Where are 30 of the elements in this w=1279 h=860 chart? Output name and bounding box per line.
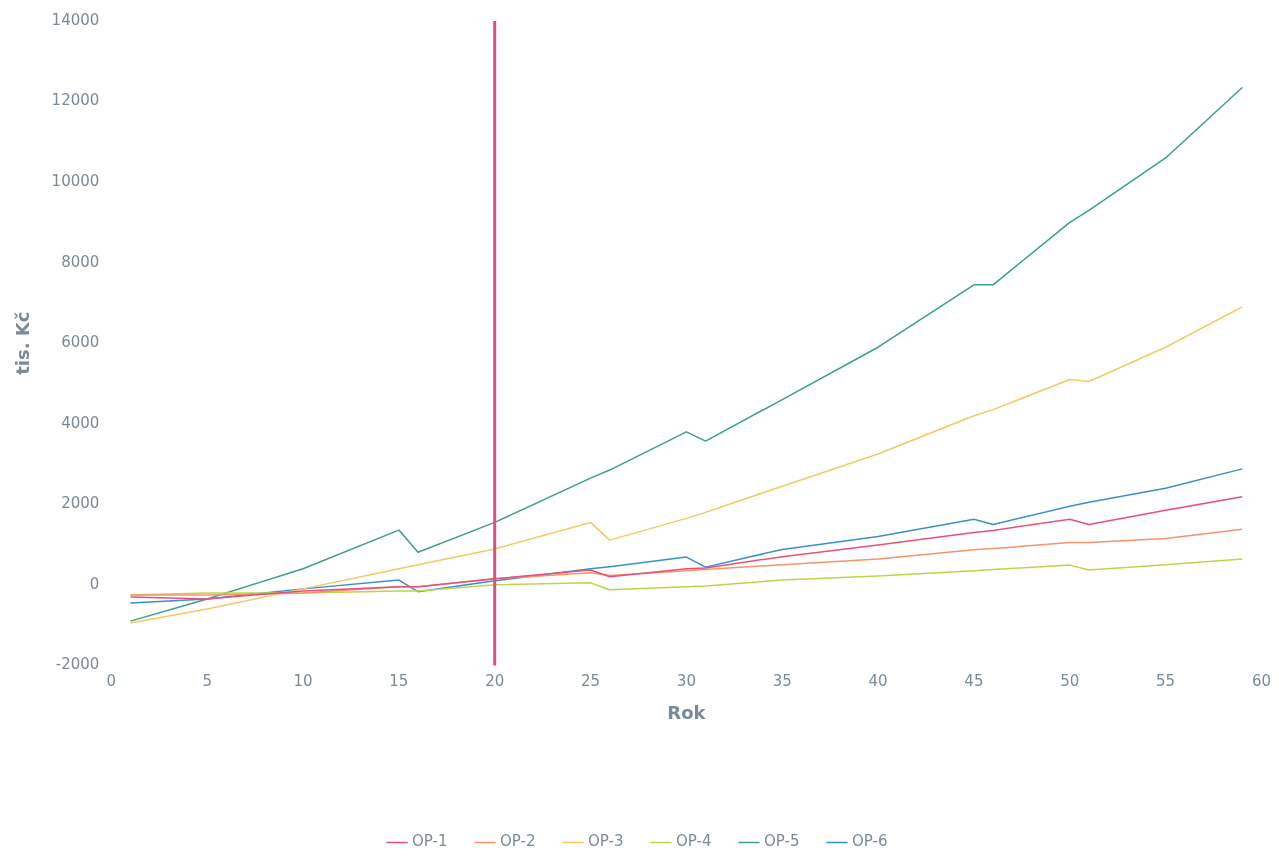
y-tick-label: 4000 bbox=[61, 413, 100, 432]
legend-label: OP-3 bbox=[588, 832, 624, 851]
x-tick-label: 35 bbox=[772, 672, 792, 691]
legend-label: OP-1 bbox=[412, 832, 448, 851]
y-tick-label: 8000 bbox=[61, 252, 100, 271]
legend-label: OP-6 bbox=[851, 832, 888, 851]
x-tick-label: 45 bbox=[964, 672, 984, 691]
legend-label: OP-2 bbox=[500, 832, 536, 851]
x-tick-label: 5 bbox=[202, 672, 212, 691]
y-tick-label: -2000 bbox=[55, 655, 100, 674]
x-tick-label: 15 bbox=[389, 672, 409, 691]
legend-label: OP-5 bbox=[763, 832, 800, 851]
x-tick-label: 20 bbox=[485, 672, 505, 691]
x-tick-label: 60 bbox=[1251, 672, 1271, 691]
y-tick-label: 6000 bbox=[61, 333, 100, 352]
y-tick-label: 12000 bbox=[51, 91, 100, 110]
x-axis-title: Rok bbox=[667, 701, 707, 723]
x-tick-label: 30 bbox=[676, 672, 696, 691]
x-tick-label: 10 bbox=[293, 672, 313, 691]
y-tick-label: 0 bbox=[89, 574, 100, 593]
y-tick-label: 14000 bbox=[51, 10, 100, 29]
x-tick-label: 55 bbox=[1156, 672, 1176, 691]
y-tick-label: 2000 bbox=[61, 494, 100, 513]
x-tick-label: 25 bbox=[581, 672, 601, 691]
x-tick-label: 50 bbox=[1060, 672, 1080, 691]
x-tick-label: 0 bbox=[106, 672, 117, 691]
y-tick-label: 10000 bbox=[51, 171, 100, 190]
y-axis-title: tis. Kč bbox=[12, 311, 34, 375]
legend-label: OP-4 bbox=[676, 832, 712, 851]
x-tick-label: 40 bbox=[868, 672, 888, 691]
